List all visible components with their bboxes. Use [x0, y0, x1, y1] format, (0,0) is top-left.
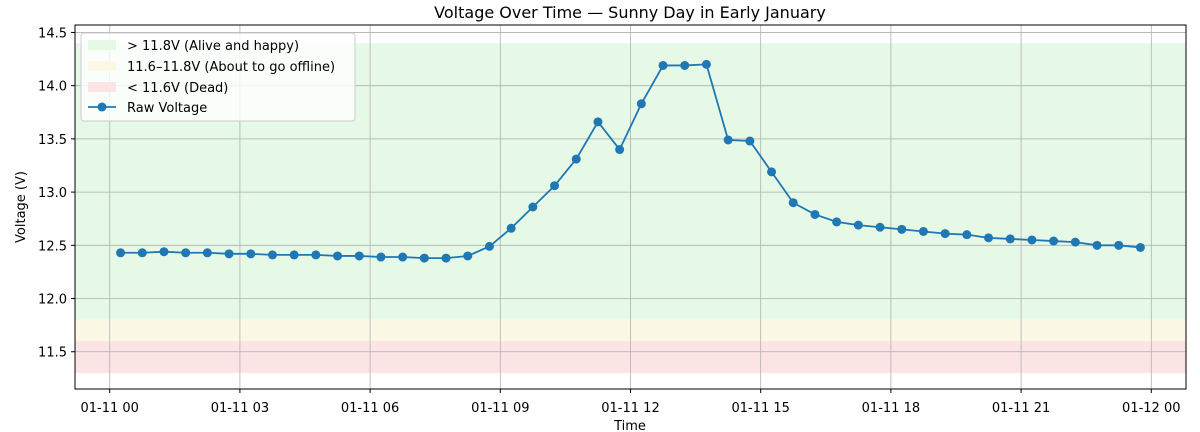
x-tick-label: 01-11 00 — [80, 401, 138, 416]
data-point — [181, 248, 191, 258]
data-point — [528, 202, 538, 212]
x-tick-label: 01-12 00 — [1122, 401, 1180, 416]
data-point — [246, 249, 256, 259]
data-point — [875, 222, 885, 232]
data-point — [810, 209, 820, 219]
data-point — [832, 217, 842, 227]
data-point — [723, 135, 733, 145]
data-point — [311, 250, 321, 260]
data-point — [1005, 234, 1015, 244]
data-point — [984, 233, 994, 243]
x-tick-label: 01-11 15 — [731, 401, 789, 416]
data-point — [1070, 237, 1080, 247]
x-axis-title: Time — [613, 419, 646, 432]
data-point — [202, 248, 212, 258]
legend-label-dead: < 11.6V (Dead) — [127, 81, 228, 96]
chart-title: Voltage Over Time — Sunny Day in Early J… — [434, 3, 826, 22]
data-point — [506, 223, 516, 233]
data-point — [918, 226, 928, 236]
data-point — [658, 60, 668, 70]
data-point — [224, 249, 234, 259]
series-layer — [116, 59, 1145, 263]
y-tick-label: 13.5 — [38, 133, 67, 148]
data-point — [289, 250, 299, 260]
data-point — [701, 59, 711, 69]
legend-label-warning: 11.6–11.8V (About to go offline) — [127, 60, 335, 75]
y-axis-ticks: 11.5 12.0 12.5 13.0 13.5 14.0 14.5 — [38, 26, 75, 361]
y-tick-label: 12.5 — [38, 239, 67, 254]
y-tick-label: 11.5 — [38, 346, 67, 361]
data-point — [571, 154, 581, 164]
data-point — [376, 252, 386, 262]
data-point — [1135, 242, 1145, 252]
legend-label-alive: > 11.8V (Alive and happy) — [127, 39, 299, 54]
data-point — [1114, 240, 1124, 250]
legend-box — [80, 32, 356, 122]
data-point — [550, 181, 560, 191]
data-point — [354, 251, 364, 261]
y-tick-label: 12.0 — [38, 293, 67, 308]
data-point — [333, 251, 343, 261]
legend-marker-raw-voltage — [97, 102, 107, 112]
x-tick-label: 01-11 09 — [471, 401, 529, 416]
x-tick-label: 01-11 03 — [211, 401, 269, 416]
x-tick-label: 01-11 12 — [601, 401, 659, 416]
x-tick-label: 01-11 06 — [341, 401, 399, 416]
data-point — [116, 248, 126, 258]
y-tick-label: 14.5 — [38, 26, 67, 41]
data-point — [484, 241, 494, 251]
legend-swatch-alive — [88, 40, 116, 50]
data-point — [593, 117, 603, 127]
data-point — [159, 247, 169, 257]
x-tick-label: 01-11 18 — [862, 401, 920, 416]
x-tick-label: 01-11 21 — [992, 401, 1050, 416]
data-point — [788, 198, 798, 208]
data-point — [962, 230, 972, 240]
y-tick-label: 13.0 — [38, 186, 67, 201]
data-point — [636, 99, 646, 109]
data-point — [137, 248, 147, 258]
data-point — [940, 229, 950, 239]
data-point — [419, 253, 429, 263]
data-point — [398, 252, 408, 262]
data-point — [1049, 236, 1059, 246]
data-point — [1027, 235, 1037, 245]
data-point — [745, 136, 755, 146]
data-point — [897, 224, 907, 234]
data-point — [615, 145, 625, 155]
data-point — [267, 250, 277, 260]
data-point — [1092, 240, 1102, 250]
data-point — [463, 251, 473, 261]
y-tick-label: 14.0 — [38, 80, 67, 95]
data-point — [853, 220, 863, 230]
data-point — [767, 167, 777, 177]
data-point — [680, 60, 690, 70]
x-axis-ticks: 01-11 00 01-11 03 01-11 06 01-11 09 01-11 12… — [80, 389, 1181, 416]
y-axis-title: Voltage (V) — [14, 171, 29, 243]
legend: > 11.8V (Alive and happy) 11.6–11.8V (Ab… — [80, 32, 356, 122]
legend-swatch-dead — [88, 82, 116, 92]
legend-label-raw-voltage: Raw Voltage — [127, 101, 207, 116]
legend-swatch-warning — [88, 61, 116, 71]
data-point — [441, 253, 451, 263]
